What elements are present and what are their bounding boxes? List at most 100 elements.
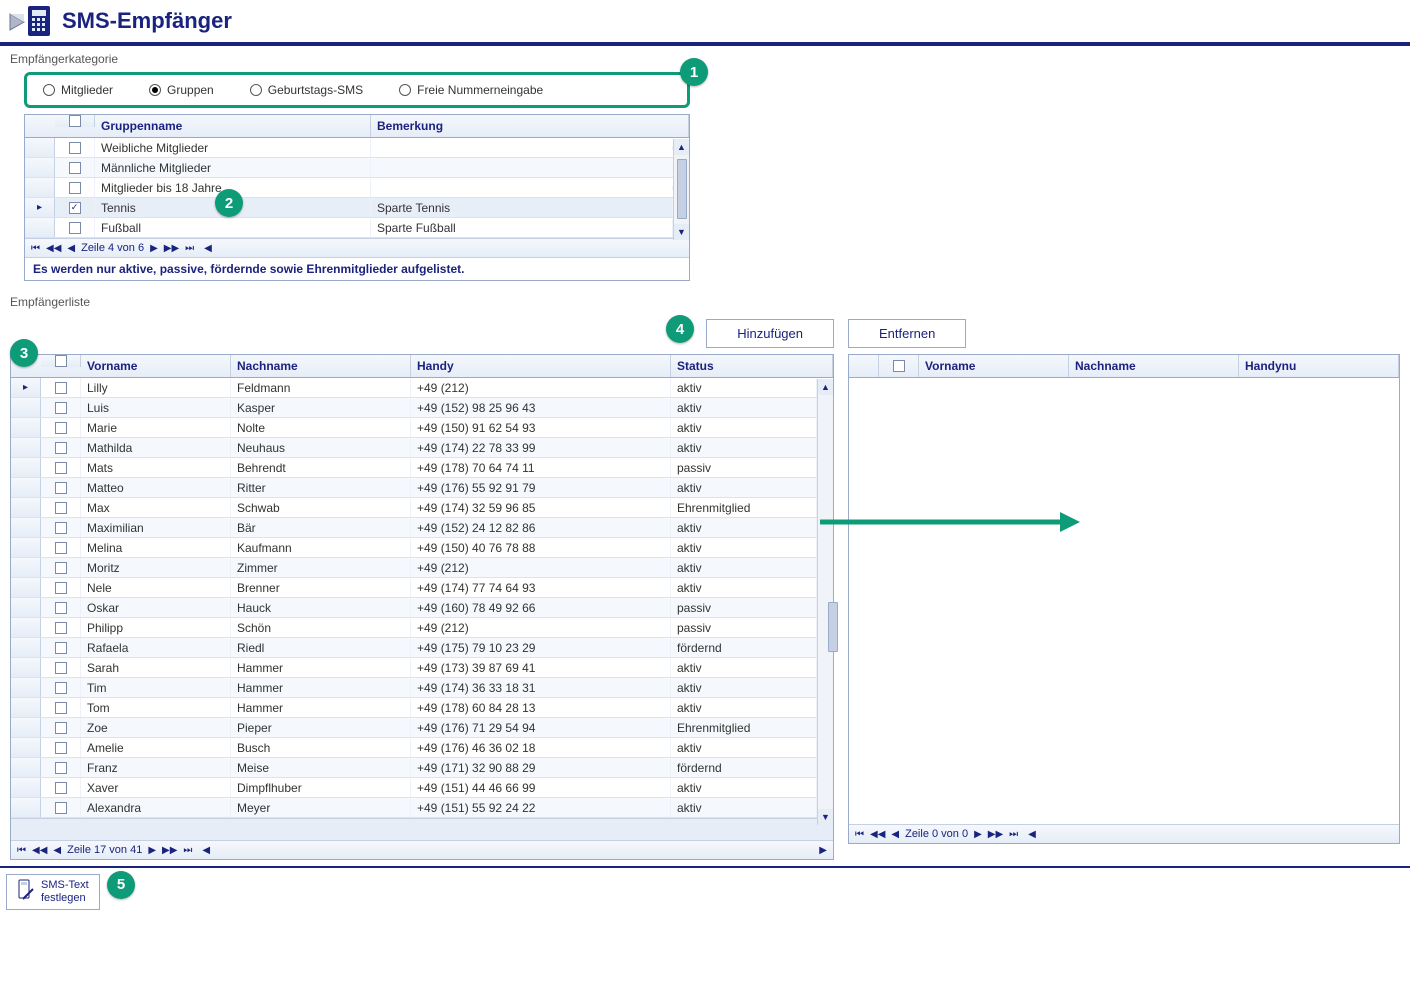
nav-first-icon[interactable]: ⏮ (17, 845, 26, 856)
nav-prev-icon[interactable]: ◀ (891, 829, 899, 840)
table-row[interactable]: PhilippSchön+49 (212)passiv (11, 618, 817, 638)
table-row[interactable]: MelinaKaufmann+49 (150) 40 76 78 88aktiv (11, 538, 817, 558)
row-checkbox[interactable] (41, 758, 81, 777)
col-header-vorname[interactable]: Vorname (81, 355, 231, 377)
table-row[interactable]: MatsBehrendt+49 (178) 70 64 74 11passiv (11, 458, 817, 478)
row-checkbox[interactable] (41, 598, 81, 617)
candidates-scrollbar[interactable]: ▲ ▼ (817, 379, 833, 825)
row-checkbox[interactable] (41, 618, 81, 637)
row-checkbox[interactable] (41, 398, 81, 417)
scroll-thumb[interactable] (828, 602, 838, 652)
nav-last-icon[interactable]: ⏭ (1009, 829, 1018, 840)
nav-next-icon[interactable]: ▶ (148, 845, 156, 856)
table-row[interactable]: OskarHauck+49 (160) 78 49 92 66passiv (11, 598, 817, 618)
groups-scrollbar[interactable]: ▲ ▼ (673, 139, 689, 240)
table-row[interactable]: MarieNolte+49 (150) 91 62 54 93aktiv (11, 418, 817, 438)
table-row[interactable]: MaxSchwab+49 (174) 32 59 96 85Ehrenmitgl… (11, 498, 817, 518)
row-checkbox[interactable] (41, 558, 81, 577)
nav-prev-icon[interactable]: ◀ (53, 845, 61, 856)
nav-first-icon[interactable]: ⏮ (855, 829, 864, 840)
nav-nextpage-icon[interactable]: ▶▶ (162, 845, 177, 856)
table-row[interactable]: TomHammer+49 (178) 60 84 28 13aktiv (11, 698, 817, 718)
row-checkbox[interactable] (41, 678, 81, 697)
row-checkbox[interactable] (41, 798, 81, 817)
nav-nextpage-icon[interactable]: ▶▶ (988, 829, 1003, 840)
table-row[interactable]: Männliche Mitglieder (25, 158, 673, 178)
nav-prevpage-icon[interactable]: ◀◀ (870, 829, 885, 840)
table-row[interactable]: MatteoRitter+49 (176) 55 92 91 79aktiv (11, 478, 817, 498)
nav-extra-prev-icon[interactable]: ◀ (204, 243, 212, 254)
table-row[interactable]: SarahHammer+49 (173) 39 87 69 41aktiv (11, 658, 817, 678)
row-checkbox[interactable] (41, 458, 81, 477)
table-row[interactable]: MathildaNeuhaus+49 (174) 22 78 33 99akti… (11, 438, 817, 458)
table-row[interactable]: FranzMeise+49 (171) 32 90 88 29fördernd (11, 758, 817, 778)
table-row[interactable]: ▸✓TennisSparte Tennis (25, 198, 673, 218)
table-row[interactable]: RafaelaRiedl+49 (175) 79 10 23 29fördern… (11, 638, 817, 658)
table-row[interactable]: Weibliche Mitglieder (25, 138, 673, 158)
scroll-up-icon[interactable]: ▲ (674, 139, 689, 155)
nav-extra-prev-icon[interactable]: ◀ (202, 845, 210, 856)
row-checkbox[interactable]: ✓ (55, 198, 95, 217)
col-header-handynummer[interactable]: Handynu (1239, 355, 1399, 377)
row-checkbox[interactable] (41, 578, 81, 597)
nav-prevpage-icon[interactable]: ◀◀ (46, 243, 61, 254)
nav-last-icon[interactable]: ⏭ (183, 845, 192, 856)
col-header-vorname[interactable]: Vorname (919, 355, 1069, 377)
nav-next-icon[interactable]: ▶ (150, 243, 158, 254)
row-checkbox[interactable] (55, 178, 95, 197)
col-header-bemerkung[interactable]: Bemerkung (371, 115, 689, 137)
row-checkbox[interactable] (41, 418, 81, 437)
table-row[interactable]: ▸LillyFeldmann+49 (212)aktiv (11, 378, 817, 398)
remove-button[interactable]: Entfernen (848, 319, 966, 348)
checkbox-header[interactable] (41, 355, 81, 367)
row-checkbox[interactable] (41, 738, 81, 757)
row-checkbox[interactable] (41, 638, 81, 657)
row-checkbox[interactable] (41, 538, 81, 557)
nav-first-icon[interactable]: ⏮ (31, 243, 40, 254)
table-row[interactable]: LuisKasper+49 (152) 98 25 96 43aktiv (11, 398, 817, 418)
nav-prevpage-icon[interactable]: ◀◀ (32, 845, 47, 856)
row-checkbox[interactable] (41, 778, 81, 797)
table-row[interactable]: TimHammer+49 (174) 36 33 18 31aktiv (11, 678, 817, 698)
sms-text-button[interactable]: SMS-Text festlegen 5 (6, 874, 100, 910)
radio-mitglieder[interactable]: Mitglieder (43, 83, 113, 97)
table-row[interactable]: FußballSparte Fußball (25, 218, 673, 238)
row-checkbox[interactable] (41, 518, 81, 537)
radio-gruppen[interactable]: Gruppen (149, 83, 214, 97)
nav-nextpage-icon[interactable]: ▶▶ (164, 243, 179, 254)
table-row[interactable]: MoritzZimmer+49 (212)aktiv (11, 558, 817, 578)
row-checkbox[interactable] (41, 478, 81, 497)
row-checkbox[interactable] (41, 438, 81, 457)
checkbox-header[interactable] (879, 355, 919, 377)
row-checkbox[interactable] (55, 218, 95, 237)
scroll-thumb[interactable] (677, 159, 687, 219)
col-header-handy[interactable]: Handy (411, 355, 671, 377)
nav-extra-prev-icon[interactable]: ◀ (1028, 829, 1036, 840)
row-checkbox[interactable] (55, 158, 95, 177)
table-row[interactable]: ZoePieper+49 (176) 71 29 54 94Ehrenmitgl… (11, 718, 817, 738)
col-header-nachname[interactable]: Nachname (1069, 355, 1239, 377)
row-checkbox[interactable] (41, 498, 81, 517)
radio-geburtstags-sms[interactable]: Geburtstags-SMS (250, 83, 363, 97)
row-checkbox[interactable] (41, 658, 81, 677)
radio-freie-nummerneingabe[interactable]: Freie Nummerneingabe (399, 83, 543, 97)
table-row[interactable]: NeleBrenner+49 (174) 77 74 64 93aktiv (11, 578, 817, 598)
scroll-down-icon[interactable]: ▼ (674, 224, 689, 240)
table-row[interactable]: MaximilianBär+49 (152) 24 12 82 86aktiv (11, 518, 817, 538)
nav-last-icon[interactable]: ⏭ (185, 243, 194, 254)
checkbox-header[interactable] (55, 115, 95, 127)
nav-prev-icon[interactable]: ◀ (67, 243, 75, 254)
col-header-status[interactable]: Status (671, 355, 833, 377)
table-row[interactable]: XaverDimpflhuber+49 (151) 44 46 66 99akt… (11, 778, 817, 798)
scroll-up-icon[interactable]: ▲ (818, 379, 833, 395)
scroll-down-icon[interactable]: ▼ (818, 809, 833, 825)
add-button[interactable]: Hinzufügen (706, 319, 834, 348)
table-row[interactable]: AlexandraMeyer+49 (151) 55 92 24 22aktiv (11, 798, 817, 818)
row-checkbox[interactable] (41, 378, 81, 397)
table-row[interactable]: AmelieBusch+49 (176) 46 36 02 18aktiv (11, 738, 817, 758)
row-checkbox[interactable] (55, 138, 95, 157)
nav-next-icon[interactable]: ▶ (974, 829, 982, 840)
table-row[interactable]: Mitglieder bis 18 Jahre (25, 178, 673, 198)
col-header-nachname[interactable]: Nachname (231, 355, 411, 377)
row-checkbox[interactable] (41, 698, 81, 717)
